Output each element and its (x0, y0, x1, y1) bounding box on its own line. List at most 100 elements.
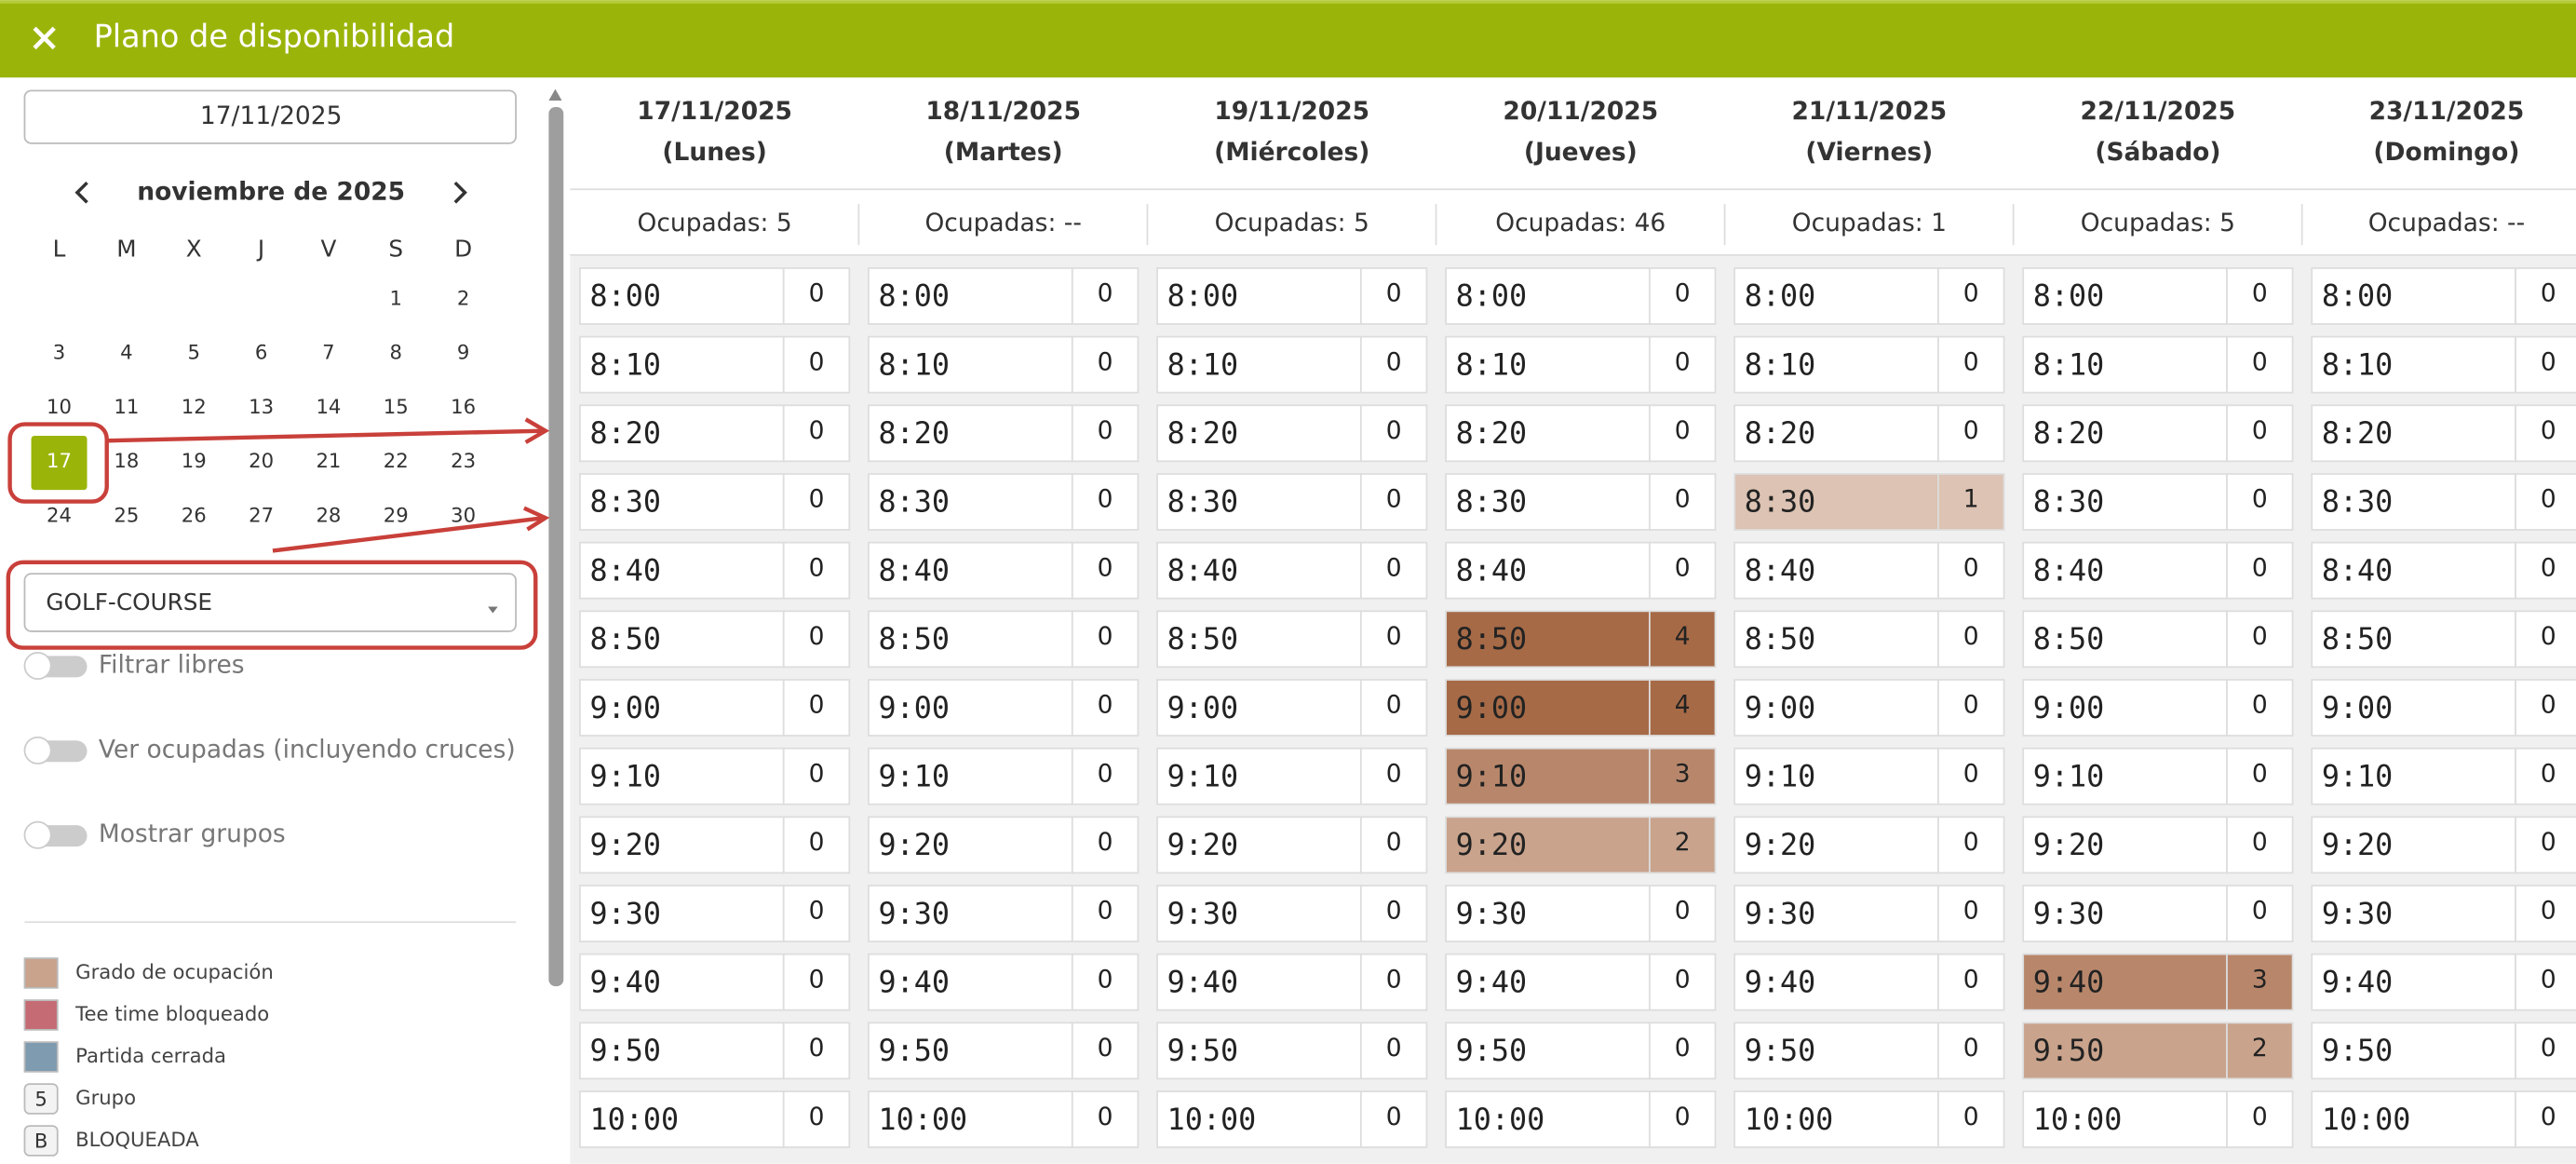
slot-count-cell[interactable] (782, 679, 851, 737)
slot-count-cell[interactable] (1359, 679, 1428, 737)
slot-count-cell[interactable] (1071, 816, 1140, 874)
slot-count-cell[interactable] (2515, 816, 2576, 874)
slot-time-cell[interactable] (1156, 885, 1362, 942)
slot-time-cell[interactable] (579, 679, 785, 737)
slot-count-cell[interactable] (1649, 816, 1717, 874)
slot-time-cell[interactable] (2311, 1090, 2516, 1148)
slot-time-cell[interactable] (1445, 541, 1651, 600)
slot-count-cell[interactable] (782, 953, 851, 1011)
slot-time-cell[interactable] (1445, 404, 1651, 463)
slot-count-cell[interactable] (1937, 404, 2005, 463)
slot-count-cell[interactable] (2515, 679, 2576, 737)
slot-count-cell[interactable] (2515, 610, 2576, 669)
calendar-day[interactable]: 2 (457, 286, 469, 309)
slot-count-cell[interactable] (2226, 541, 2294, 600)
slot-count-cell[interactable] (2515, 541, 2576, 600)
slot-count-cell[interactable] (1649, 404, 1717, 463)
calendar-day[interactable]: 29 (384, 503, 409, 526)
slot-count-cell[interactable] (1937, 1022, 2005, 1080)
prev-month[interactable] (74, 181, 88, 204)
calendar-day[interactable]: 23 (451, 449, 476, 472)
calendar-day[interactable]: 4 (120, 341, 132, 364)
slot-time-cell[interactable] (1733, 541, 1939, 600)
slot-count-cell[interactable] (2226, 816, 2294, 874)
calendar-day[interactable]: 9 (457, 341, 469, 364)
slot-time-cell[interactable] (1445, 335, 1651, 394)
calendar-day[interactable]: 24 (47, 503, 72, 526)
slot-count-cell[interactable] (1071, 885, 1140, 942)
slot-count-cell[interactable] (1937, 885, 2005, 942)
slot-time-cell[interactable] (1733, 1022, 1939, 1080)
slot-time-cell[interactable] (1445, 1090, 1651, 1148)
slot-count-cell[interactable] (2226, 267, 2294, 325)
slot-time-cell[interactable] (868, 610, 1073, 669)
slot-count-cell[interactable] (1359, 267, 1428, 325)
slot-count-cell[interactable] (782, 404, 851, 463)
slot-count-cell[interactable] (782, 267, 851, 325)
slot-count-cell[interactable] (1649, 267, 1717, 325)
slot-count-cell[interactable] (1359, 747, 1428, 805)
slot-count-cell[interactable] (2226, 473, 2294, 531)
slot-time-cell[interactable] (2022, 404, 2228, 463)
calendar-day[interactable]: 25 (114, 503, 139, 526)
slot-time-cell[interactable] (868, 541, 1073, 600)
slot-time-cell[interactable] (579, 473, 785, 531)
calendar-day[interactable]: 15 (384, 395, 409, 418)
calendar-day[interactable]: 20 (249, 449, 274, 472)
slot-count-cell[interactable] (1359, 541, 1428, 600)
slot-count-cell[interactable] (1071, 473, 1140, 531)
slot-count-cell[interactable] (2226, 335, 2294, 394)
scroll-up[interactable] (548, 88, 562, 101)
slot-time-cell[interactable] (1156, 953, 1362, 1011)
slot-count-cell[interactable] (2226, 1022, 2294, 1080)
slot-count-cell[interactable] (2226, 679, 2294, 737)
slot-count-cell[interactable] (1071, 679, 1140, 737)
calendar-day[interactable]: 10 (47, 395, 72, 418)
slot-time-cell[interactable] (868, 953, 1073, 1011)
slot-time-cell[interactable] (1445, 953, 1651, 1011)
slot-time-cell[interactable] (1156, 473, 1362, 531)
slot-time-cell[interactable] (2022, 610, 2228, 669)
slot-count-cell[interactable] (2226, 404, 2294, 463)
slot-time-cell[interactable] (1156, 267, 1362, 325)
slot-count-cell[interactable] (782, 541, 851, 600)
slot-count-cell[interactable] (1649, 335, 1717, 394)
calendar-day[interactable]: 18 (114, 449, 139, 472)
slot-count-cell[interactable] (1649, 1022, 1717, 1080)
calendar-day[interactable]: 11 (114, 395, 139, 418)
slot-time-cell[interactable] (1733, 747, 1939, 805)
close-icon[interactable] (33, 26, 56, 50)
slot-count-cell[interactable] (2226, 1090, 2294, 1148)
slot-time-cell[interactable] (1156, 541, 1362, 600)
slot-count-cell[interactable] (1937, 1090, 2005, 1148)
slot-count-cell[interactable] (1937, 747, 2005, 805)
slot-count-cell[interactable] (782, 335, 851, 394)
slot-count-cell[interactable] (1359, 953, 1428, 1011)
slot-time-cell[interactable] (868, 267, 1073, 325)
course-select[interactable] (23, 573, 517, 632)
slot-time-cell[interactable] (579, 335, 785, 394)
slot-time-cell[interactable] (579, 953, 785, 1011)
slot-time-cell[interactable] (1156, 816, 1362, 874)
slot-time-cell[interactable] (1445, 747, 1651, 805)
slot-count-cell[interactable] (1937, 679, 2005, 737)
slot-count-cell[interactable] (1649, 953, 1717, 1011)
calendar-day[interactable]: 5 (187, 341, 199, 364)
slot-count-cell[interactable] (1649, 473, 1717, 531)
slot-count-cell[interactable] (782, 885, 851, 942)
slot-time-cell[interactable] (2022, 747, 2228, 805)
date-input[interactable] (23, 89, 517, 144)
slot-time-cell[interactable] (1156, 335, 1362, 394)
slot-time-cell[interactable] (1156, 747, 1362, 805)
slot-count-cell[interactable] (1649, 610, 1717, 669)
slot-count-cell[interactable] (782, 816, 851, 874)
slot-time-cell[interactable] (2311, 816, 2516, 874)
slot-time-cell[interactable] (1445, 679, 1651, 737)
slot-time-cell[interactable] (2022, 541, 2228, 600)
slot-count-cell[interactable] (2515, 335, 2576, 394)
slot-time-cell[interactable] (2022, 473, 2228, 531)
calendar-day[interactable]: 22 (384, 449, 409, 472)
slot-time-cell[interactable] (2022, 267, 2228, 325)
slot-count-cell[interactable] (1359, 1022, 1428, 1080)
calendar-day[interactable]: 3 (53, 341, 65, 364)
